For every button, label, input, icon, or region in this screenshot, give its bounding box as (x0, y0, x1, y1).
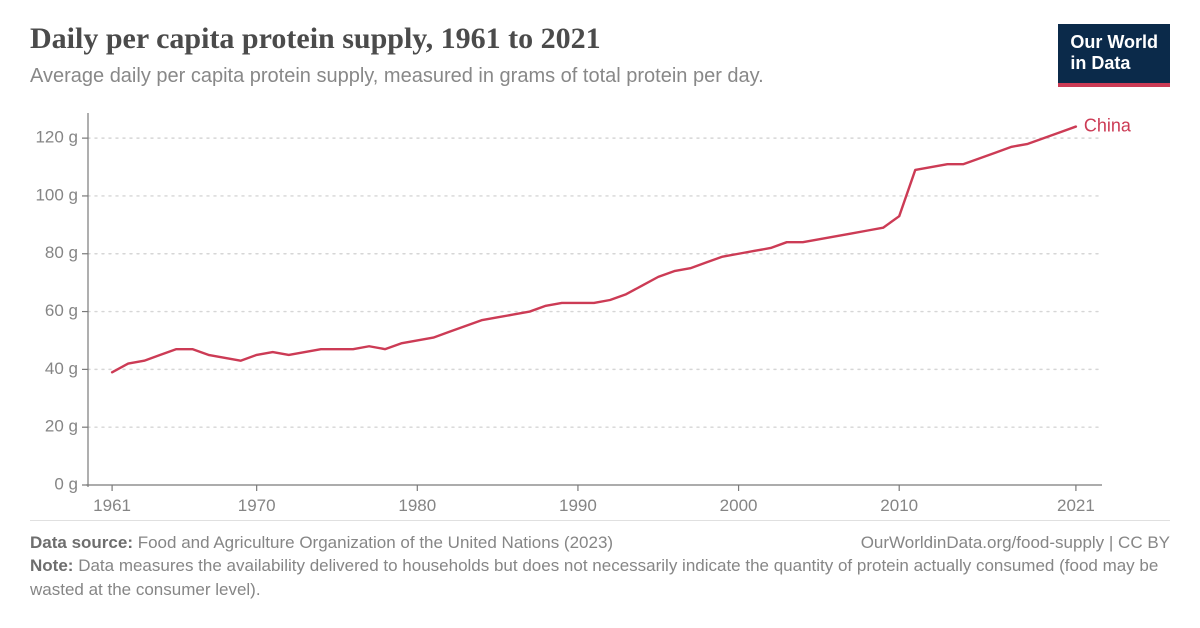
data-source: Data source: Food and Agriculture Organi… (30, 531, 613, 555)
header-row: Daily per capita protein supply, 1961 to… (30, 22, 1170, 89)
x-tick-label: 1990 (559, 496, 597, 515)
y-tick-label: 80 g (45, 243, 78, 262)
x-tick-label: 2021 (1057, 496, 1095, 515)
x-tick-label: 2010 (880, 496, 918, 515)
footer: Data source: Food and Agriculture Organi… (30, 520, 1170, 602)
series-label-china: China (1084, 115, 1132, 135)
chart-title: Daily per capita protein supply, 1961 to… (30, 22, 1058, 57)
y-tick-label: 60 g (45, 301, 78, 320)
chart-container: Daily per capita protein supply, 1961 to… (0, 0, 1200, 628)
owid-logo: Our World in Data (1058, 24, 1170, 87)
y-tick-label: 0 g (54, 474, 78, 493)
titles: Daily per capita protein supply, 1961 to… (30, 22, 1058, 89)
line-chart-svg: 0 g 20 g 40 g 60 g 80 g 100 g 120 g 1961 1970 198… (30, 107, 1170, 515)
note: Note: Data measures the availability del… (30, 554, 1170, 602)
x-tick-label: 1970 (238, 496, 276, 515)
chart-subtitle: Average daily per capita protein supply,… (30, 63, 1058, 89)
y-tick-label: 120 g (35, 127, 78, 146)
x-tick-label: 1980 (398, 496, 436, 515)
y-tick-label: 20 g (45, 416, 78, 435)
attribution: OurWorldinData.org/food-supply | CC BY (861, 531, 1170, 555)
logo-line1: Our World (1070, 32, 1158, 52)
chart-area: 0 g 20 g 40 g 60 g 80 g 100 g 120 g 1961 1970 198… (30, 107, 1170, 520)
data-source-label: Data source: (30, 533, 133, 552)
y-tick-label: 100 g (35, 185, 78, 204)
logo-line2: in Data (1070, 53, 1130, 73)
y-tick-label: 40 g (45, 358, 78, 377)
footer-row-1: Data source: Food and Agriculture Organi… (30, 531, 1170, 555)
note-text: Data measures the availability delivered… (30, 556, 1158, 599)
data-source-text: Food and Agriculture Organization of the… (138, 533, 613, 552)
note-label: Note: (30, 556, 73, 575)
x-tick-label: 1961 (93, 496, 131, 515)
x-tick-label: 2000 (720, 496, 758, 515)
series-line-china (112, 126, 1076, 372)
